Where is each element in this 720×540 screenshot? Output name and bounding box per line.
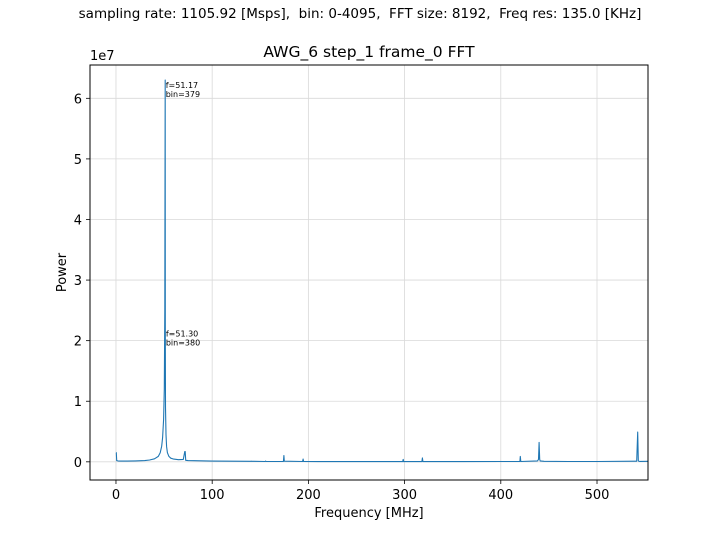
y-tick-label: 2 bbox=[74, 335, 82, 350]
series-line bbox=[115, 79, 649, 463]
series-group bbox=[115, 79, 649, 463]
y-tick-label: 6 bbox=[74, 92, 82, 107]
peak-annotation-freq: f=51.30 bbox=[166, 330, 198, 339]
ticks: 0 100 200 300 400 500 0 1 2 3 4 5 6 bbox=[74, 92, 610, 503]
x-tick-label: 400 bbox=[488, 488, 513, 503]
x-tick-label: 100 bbox=[200, 488, 225, 503]
x-tick-label: 200 bbox=[296, 488, 321, 503]
y-axis-label: Power bbox=[55, 252, 70, 292]
y-tick-label: 5 bbox=[74, 153, 82, 168]
y-tick-label: 0 bbox=[74, 456, 82, 471]
grid bbox=[90, 65, 648, 480]
y-scale-label: 1e7 bbox=[90, 49, 115, 64]
peak-annotation-bin: bin=380 bbox=[166, 339, 200, 348]
x-tick-label: 0 bbox=[112, 488, 120, 503]
x-axis-label: Frequency [MHz] bbox=[314, 506, 423, 521]
x-tick-label: 500 bbox=[585, 488, 610, 503]
peak-annotation-freq: f=51.17 bbox=[166, 81, 198, 90]
figure-suptitle: sampling rate: 1105.92 [Msps], bin: 0-40… bbox=[78, 6, 642, 22]
y-tick-label: 3 bbox=[74, 274, 82, 289]
axes-frame bbox=[89, 64, 649, 481]
peak-annotation-bin: bin=379 bbox=[166, 90, 200, 99]
x-tick-label: 300 bbox=[392, 488, 417, 503]
chart-title: AWG_6 step_1 frame_0 FFT bbox=[263, 43, 475, 62]
y-tick-label: 4 bbox=[74, 213, 82, 228]
y-tick-label: 1 bbox=[74, 395, 82, 410]
